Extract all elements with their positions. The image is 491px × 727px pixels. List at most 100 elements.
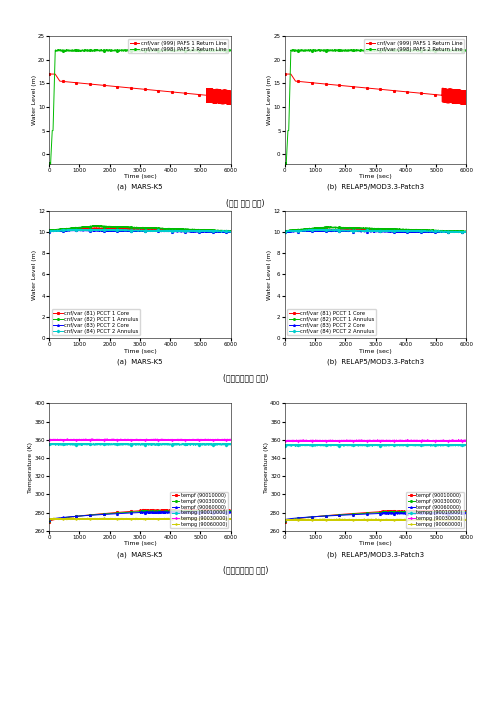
tempg (90030000) xyxy=(449,436,455,445)
cnf/var (84) PCCT 2 Annulus xyxy=(222,227,228,236)
tempf (90010000) xyxy=(414,507,420,515)
tempf (90010000) xyxy=(282,518,288,526)
cnf/var (84) PCCT 2 Annulus xyxy=(178,227,184,236)
cnf/var (82) PCCT 1 Annulus xyxy=(213,226,219,235)
tempg (90010000) xyxy=(464,441,469,449)
X-axis label: Time (sec): Time (sec) xyxy=(359,349,392,353)
tempg (90060000) xyxy=(213,514,219,523)
cnf/var (83) PCCT 2 Core xyxy=(456,228,462,237)
cnf/var (84) PCCT 2 Annulus xyxy=(449,228,455,236)
tempf (90060000) xyxy=(122,509,128,518)
cnf/var (998) PAFS 2 Return Line xyxy=(192,45,198,54)
tempg (90060000) xyxy=(178,515,184,523)
X-axis label: Time (sec): Time (sec) xyxy=(124,174,156,179)
cnf/var (998) PAFS 2 Return Line xyxy=(47,161,53,169)
tempf (90010000) xyxy=(140,505,146,514)
cnf/var (81) PCCT 1 Core xyxy=(368,226,374,235)
cnf/var (999) PAFS 1 Return Line xyxy=(359,83,365,92)
cnf/var (999) PAFS 1 Return Line xyxy=(213,97,219,106)
tempf (90030000) xyxy=(414,508,420,517)
tempg (90030000) xyxy=(123,435,129,444)
cnf/var (998) PAFS 2 Return Line xyxy=(464,46,469,55)
cnf/var (999) PAFS 1 Return Line xyxy=(282,70,288,79)
cnf/var (999) PAFS 1 Return Line xyxy=(46,70,52,79)
tempf (90060000) xyxy=(359,510,365,518)
tempg (90060000) xyxy=(414,515,420,524)
cnf/var (999) PAFS 1 Return Line xyxy=(458,100,464,108)
Legend: cnf/var (999) PAFS 1 Return Line, cnf/var (998) PAFS 2 Return Line: cnf/var (999) PAFS 1 Return Line, cnf/va… xyxy=(364,39,464,53)
Line: cnf/var (81) PCCT 1 Core: cnf/var (81) PCCT 1 Core xyxy=(48,228,232,233)
cnf/var (81) PCCT 1 Core xyxy=(228,228,234,236)
Text: (응축냉각탱크 온도): (응축냉각탱크 온도) xyxy=(223,566,268,574)
tempg (90010000) xyxy=(184,441,190,450)
cnf/var (81) PCCT 1 Core xyxy=(123,225,129,233)
Y-axis label: Temperature (K): Temperature (K) xyxy=(28,441,33,493)
cnf/var (83) PCCT 2 Core xyxy=(222,228,228,236)
cnf/var (83) PCCT 2 Core xyxy=(72,225,78,234)
cnf/var (84) PCCT 2 Annulus xyxy=(458,228,464,236)
cnf/var (82) PCCT 1 Annulus xyxy=(358,224,364,233)
cnf/var (998) PAFS 2 Return Line xyxy=(133,47,138,55)
Y-axis label: Temperature (K): Temperature (K) xyxy=(264,441,269,493)
cnf/var (999) PAFS 1 Return Line xyxy=(461,100,466,109)
cnf/var (83) PCCT 2 Core xyxy=(178,228,184,236)
cnf/var (998) PAFS 2 Return Line xyxy=(449,46,455,55)
tempg (90030000) xyxy=(46,435,52,444)
tempf (90030000) xyxy=(46,516,52,525)
tempg (90010000) xyxy=(282,441,288,450)
cnf/var (82) PCCT 1 Annulus xyxy=(133,223,138,232)
tempf (90060000) xyxy=(464,509,469,518)
cnf/var (83) PCCT 2 Core xyxy=(368,227,374,236)
cnf/var (82) PCCT 1 Annulus xyxy=(325,222,331,231)
tempf (90060000) xyxy=(368,510,374,518)
cnf/var (998) PAFS 2 Return Line xyxy=(440,45,446,54)
Line: tempf (90010000): tempf (90010000) xyxy=(284,510,467,523)
cnf/var (84) PCCT 2 Annulus xyxy=(368,226,374,235)
tempg (90030000) xyxy=(290,438,296,446)
cnf/var (83) PCCT 2 Core xyxy=(282,228,288,236)
tempf (90030000) xyxy=(464,508,469,517)
Line: tempf (90030000): tempf (90030000) xyxy=(284,510,467,521)
tempg (90060000) xyxy=(368,515,374,524)
Line: tempf (90060000): tempf (90060000) xyxy=(284,512,467,521)
Legend: tempf (90010000), tempf (90030000), tempf (90060000), tempg (90010000), tempg (9: tempf (90010000), tempf (90030000), temp… xyxy=(406,491,464,529)
tempf (90030000) xyxy=(359,509,365,518)
tempf (90030000) xyxy=(178,507,184,515)
tempf (90030000) xyxy=(438,507,444,515)
Line: cnf/var (999) PAFS 1 Return Line: cnf/var (999) PAFS 1 Return Line xyxy=(48,73,232,105)
Y-axis label: Water Level (m): Water Level (m) xyxy=(267,249,272,300)
cnf/var (998) PAFS 2 Return Line xyxy=(282,160,288,169)
tempg (90060000) xyxy=(358,515,364,524)
cnf/var (82) PCCT 1 Annulus xyxy=(368,224,374,233)
tempf (90060000) xyxy=(449,509,455,518)
cnf/var (82) PCCT 1 Annulus xyxy=(124,223,130,232)
cnf/var (84) PCCT 2 Annulus xyxy=(314,225,320,234)
cnf/var (998) PAFS 2 Return Line xyxy=(46,158,52,167)
X-axis label: Time (sec): Time (sec) xyxy=(359,542,392,546)
tempf (90060000) xyxy=(445,508,451,517)
cnf/var (81) PCCT 1 Core xyxy=(464,228,469,236)
Line: cnf/var (84) PCCT 2 Annulus: cnf/var (84) PCCT 2 Annulus xyxy=(48,228,232,233)
tempg (90060000) xyxy=(458,515,464,524)
tempf (90060000) xyxy=(206,507,212,516)
tempf (90010000) xyxy=(358,509,364,518)
cnf/var (82) PCCT 1 Annulus xyxy=(228,226,234,235)
tempg (90010000) xyxy=(66,439,72,448)
cnf/var (999) PAFS 1 Return Line xyxy=(222,99,228,108)
cnf/var (999) PAFS 1 Return Line xyxy=(133,84,138,93)
tempf (90030000) xyxy=(122,508,128,517)
tempf (90010000) xyxy=(222,507,228,515)
tempg (90060000) xyxy=(464,515,469,524)
Legend: tempf (90010000), tempf (90030000), tempf (90060000), tempg (90010000), tempg (9: tempf (90010000), tempf (90030000), temp… xyxy=(170,491,228,529)
tempg (90030000) xyxy=(464,436,469,445)
cnf/var (83) PCCT 2 Core xyxy=(228,228,234,236)
cnf/var (81) PCCT 1 Core xyxy=(449,228,455,236)
Line: tempg (90010000): tempg (90010000) xyxy=(48,443,232,446)
cnf/var (82) PCCT 1 Annulus xyxy=(282,227,288,236)
cnf/var (999) PAFS 1 Return Line xyxy=(178,89,184,97)
tempf (90030000) xyxy=(228,507,234,516)
tempg (90010000) xyxy=(123,440,129,449)
tempf (90060000) xyxy=(282,515,288,524)
Text: (응축냉각탱크 수위): (응축냉각탱크 수위) xyxy=(223,373,268,382)
cnf/var (999) PAFS 1 Return Line xyxy=(414,89,420,97)
